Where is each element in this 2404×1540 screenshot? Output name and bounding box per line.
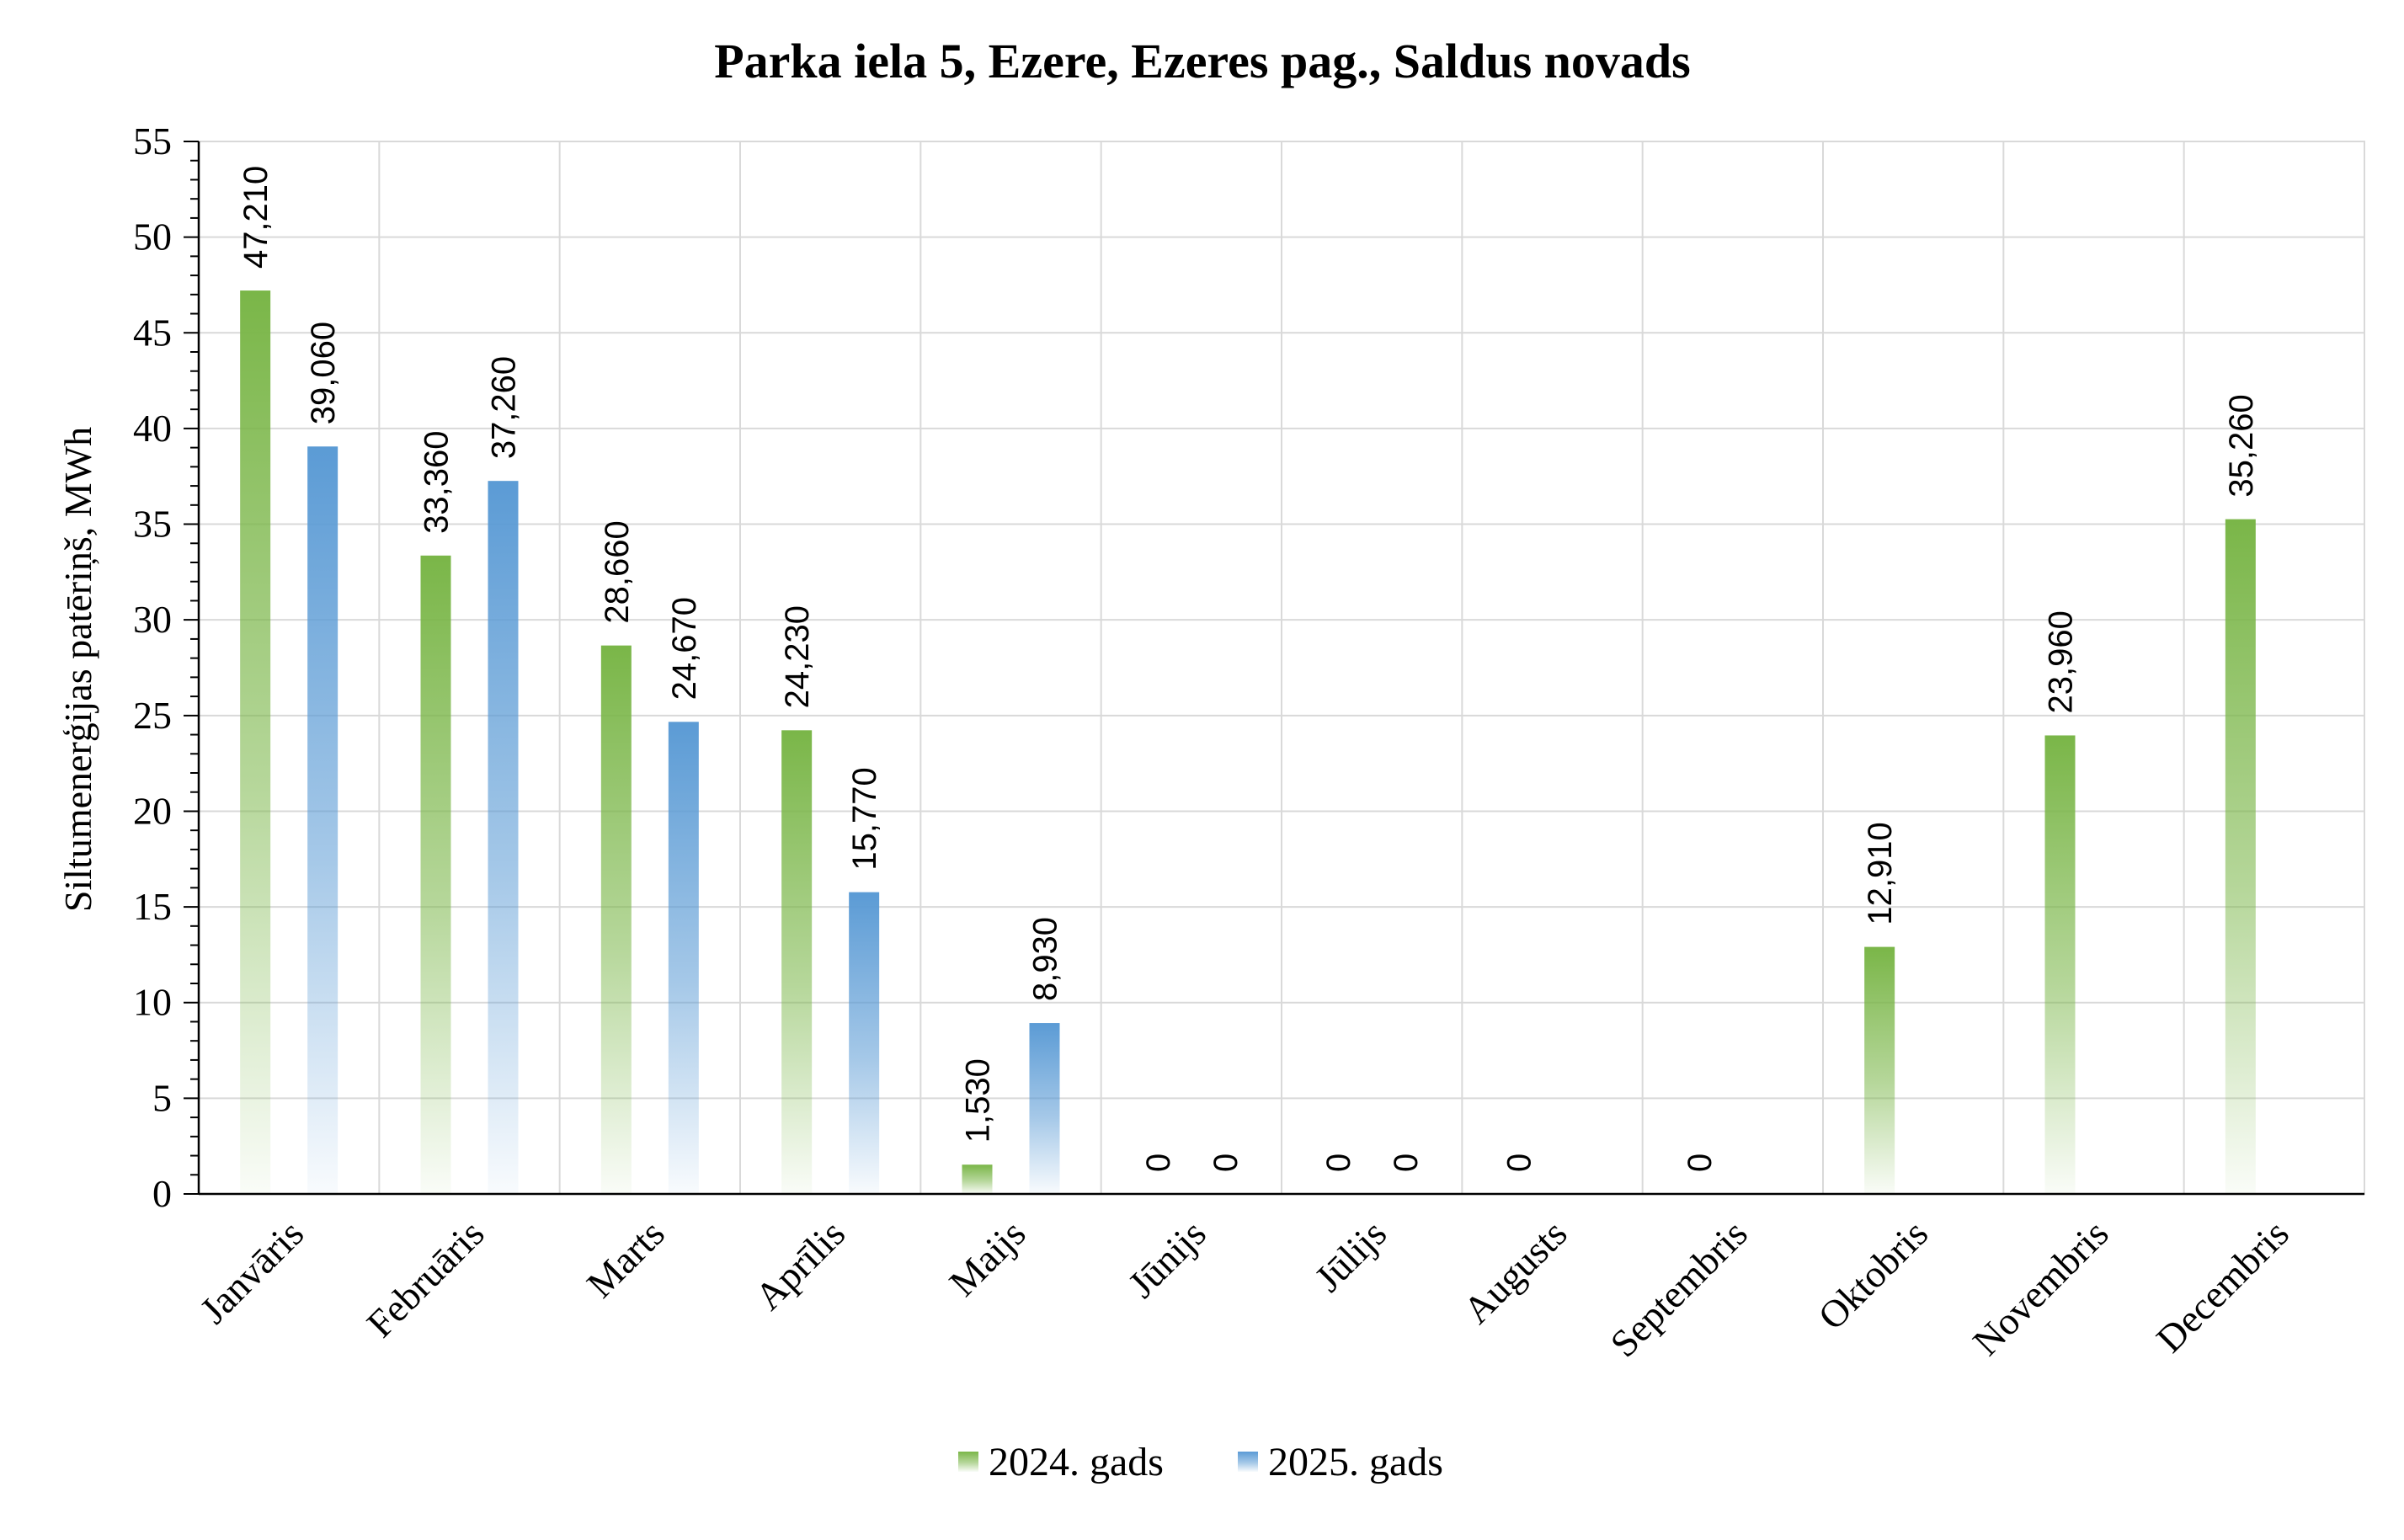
legend-swatch [1238, 1452, 1258, 1472]
data-label: 8,930 [1027, 917, 1064, 1001]
y-tick-label: 5 [152, 1076, 172, 1119]
y-tick-label: 55 [133, 120, 172, 163]
data-label: 23,960 [2043, 610, 2080, 713]
y-tick-label: 30 [133, 598, 172, 641]
y-tick-label: 15 [133, 885, 172, 928]
x-tick-label: Septembris [1602, 1212, 1755, 1365]
data-label: 0 [1388, 1154, 1425, 1172]
x-tick-label: Janvāris [192, 1212, 312, 1332]
bar [600, 645, 632, 1194]
bar [1864, 946, 1895, 1194]
bar [962, 1164, 993, 1194]
legend-swatch [958, 1452, 978, 1472]
y-axis-label: Siltumenerģijas patēriņš, MWh [56, 427, 99, 912]
bar [781, 730, 813, 1194]
data-label: 24,670 [666, 597, 703, 700]
x-tick-label: Jūnijs [1120, 1212, 1214, 1306]
legend-label: 2024. gads [989, 1440, 1164, 1484]
y-tick-label: 25 [133, 694, 172, 737]
y-tick-label: 50 [133, 216, 172, 258]
x-tick-label: Aprīlis [747, 1212, 853, 1318]
bar [2044, 735, 2076, 1194]
axes: 0 5 10 15 20 25 30 35 40 45 50 55 Janvāris Februāris M… [133, 120, 2364, 1365]
bar [849, 892, 880, 1194]
bar [240, 290, 271, 1195]
bar [488, 481, 519, 1194]
x-tick-label: Decembris [2148, 1212, 2297, 1361]
y-tick-label: 10 [133, 981, 172, 1024]
legend-label: 2025. gads [1268, 1440, 1443, 1484]
bar [307, 446, 338, 1194]
x-tick-label: Jūlijs [1306, 1212, 1394, 1300]
y-tick-label: 0 [152, 1172, 172, 1215]
data-label: 0 [1501, 1154, 1538, 1172]
x-tick-label: Novembris [1964, 1212, 2117, 1364]
data-label: 12,910 [1862, 822, 1899, 925]
data-label: 15,770 [846, 767, 883, 870]
bar [2225, 519, 2256, 1194]
gridlines [198, 141, 2365, 1195]
y-tick-label: 45 [133, 311, 172, 354]
bar [1029, 1023, 1060, 1194]
bar [668, 722, 699, 1194]
y-tick-label: 40 [133, 407, 172, 450]
y-tick-label: 35 [133, 503, 172, 546]
data-label: 0 [1207, 1154, 1245, 1172]
data-label: 37,260 [486, 356, 523, 459]
x-tick-label: Augusts [1455, 1212, 1575, 1332]
data-label: 1,530 [960, 1058, 997, 1143]
y-tick-label: 20 [133, 789, 172, 832]
x-tick-label: Oktobris [1810, 1212, 1936, 1338]
data-label: 0 [1320, 1154, 1357, 1172]
data-label: 47,210 [237, 166, 275, 269]
data-label: 33,360 [418, 430, 456, 533]
legend: 2024. gads 2025. gads [958, 1440, 1443, 1484]
bars [240, 290, 2256, 1195]
data-label: 0 [1140, 1154, 1177, 1172]
x-tick-label: Februāris [359, 1212, 493, 1346]
data-label: 28,660 [599, 520, 636, 623]
data-label: 39,060 [305, 322, 342, 424]
chart-title: Parka iela 5, Ezere, Ezeres pag., Saldus… [714, 34, 1691, 88]
data-labels: 47,210 33,360 28,660 24,230 1,530 0 0 0 0 12,910 2… [237, 166, 2260, 1172]
x-tick-label: Maijs [941, 1212, 1033, 1304]
data-label: 24,230 [779, 605, 816, 708]
data-label: 35,260 [2223, 394, 2260, 497]
x-tick-label: Marts [578, 1212, 673, 1306]
data-label: 0 [1682, 1154, 1719, 1172]
bar [420, 555, 451, 1194]
